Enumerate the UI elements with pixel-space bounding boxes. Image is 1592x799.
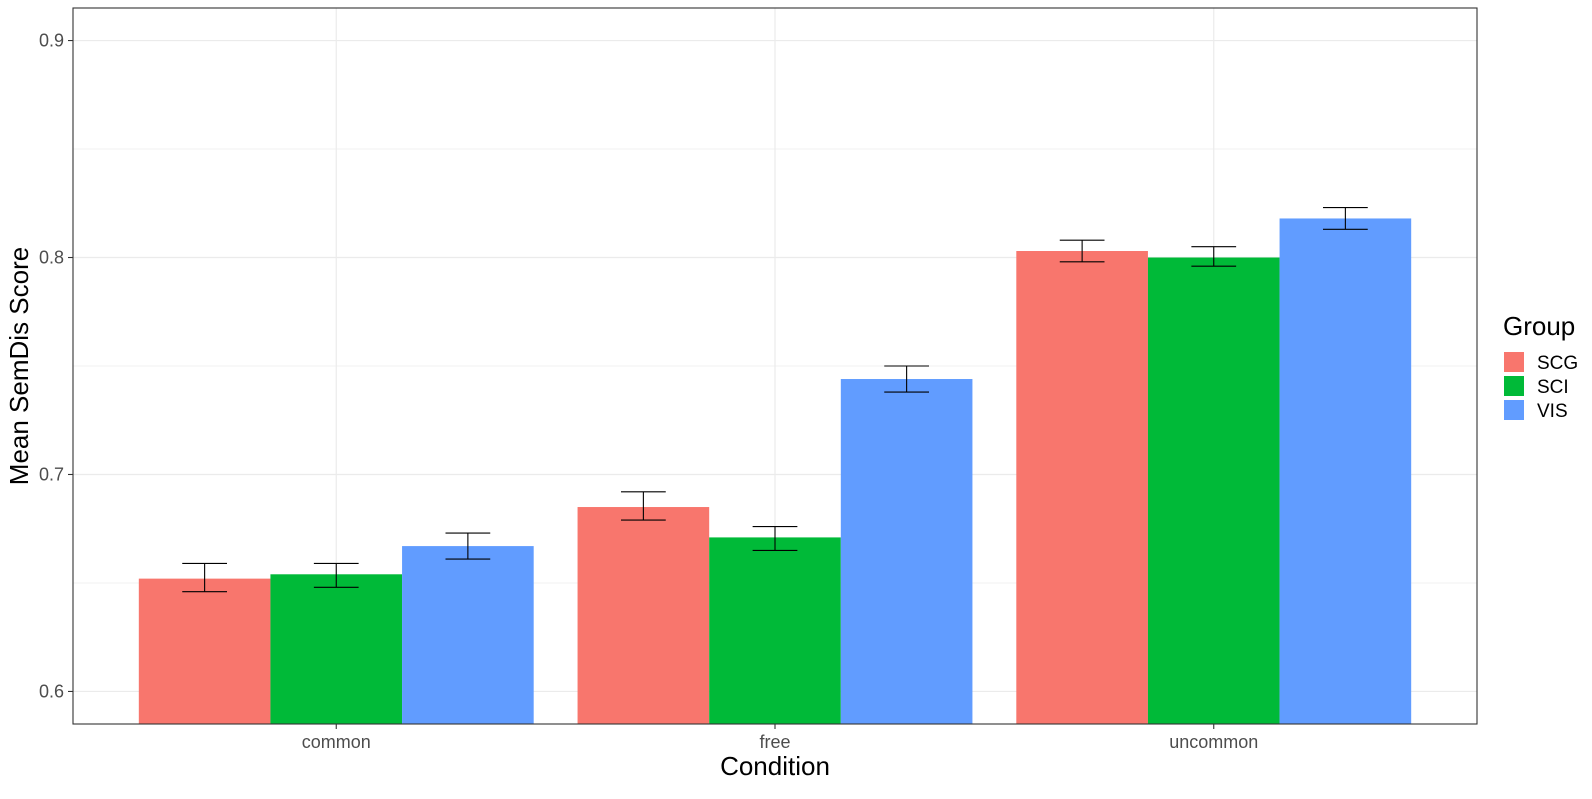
legend-item-vis: VIS (1504, 400, 1568, 422)
error-bar-sci-common (313, 562, 359, 588)
legend-label: SCG (1537, 353, 1578, 374)
error-bar-vis-free (884, 365, 930, 393)
bar-scg-free (577, 507, 710, 724)
legend-label: SCI (1537, 377, 1569, 398)
legend-items: SCG SCI VIS (1504, 352, 1578, 422)
y-tick-label: 0.9 (39, 31, 64, 51)
x-axis: common free uncommon (302, 724, 1258, 752)
error-bar-vis-uncommon (1322, 207, 1368, 230)
bar-sci-uncommon (1147, 257, 1280, 724)
x-tick-label: common (302, 732, 371, 752)
error-bar-sci-free (752, 526, 798, 551)
legend-item-scg: SCG (1504, 352, 1578, 374)
y-tick-label: 0.7 (39, 464, 64, 484)
bar-sci-common (270, 574, 403, 724)
legend-label: VIS (1537, 401, 1568, 422)
legend-item-sci: SCI (1504, 376, 1569, 398)
x-tick-label: uncommon (1169, 732, 1258, 752)
y-tick-label: 0.8 (39, 248, 64, 268)
legend-swatch (1504, 352, 1524, 372)
bar-sci-free (709, 537, 841, 724)
error-bar-scg-free (620, 491, 666, 521)
bars (138, 218, 1412, 725)
legend-swatch (1504, 400, 1524, 420)
legend-swatch (1504, 376, 1524, 396)
x-axis-title: Condition (720, 751, 830, 781)
y-tick-label: 0.6 (39, 681, 64, 701)
y-axis: 0.6 0.7 0.8 0.9 (39, 31, 73, 701)
bar-scg-common (138, 578, 271, 724)
error-bar-scg-common (182, 562, 228, 593)
bar-scg-uncommon (1016, 251, 1148, 725)
error-bar-scg-uncommon (1059, 239, 1105, 263)
error-bars (182, 207, 1368, 593)
bar-vis-uncommon (1279, 218, 1412, 724)
legend: Group SCG SCI VIS (1503, 311, 1578, 422)
plot-area (72, 7, 1478, 725)
x-tick-label: free (759, 732, 790, 752)
y-axis-title: Mean SemDis Score (4, 247, 34, 485)
error-bar-sci-uncommon (1191, 246, 1237, 267)
bar-vis-free (840, 379, 973, 724)
bar-vis-common (402, 546, 534, 724)
error-bar-vis-common (445, 532, 491, 560)
legend-title: Group (1503, 311, 1575, 341)
